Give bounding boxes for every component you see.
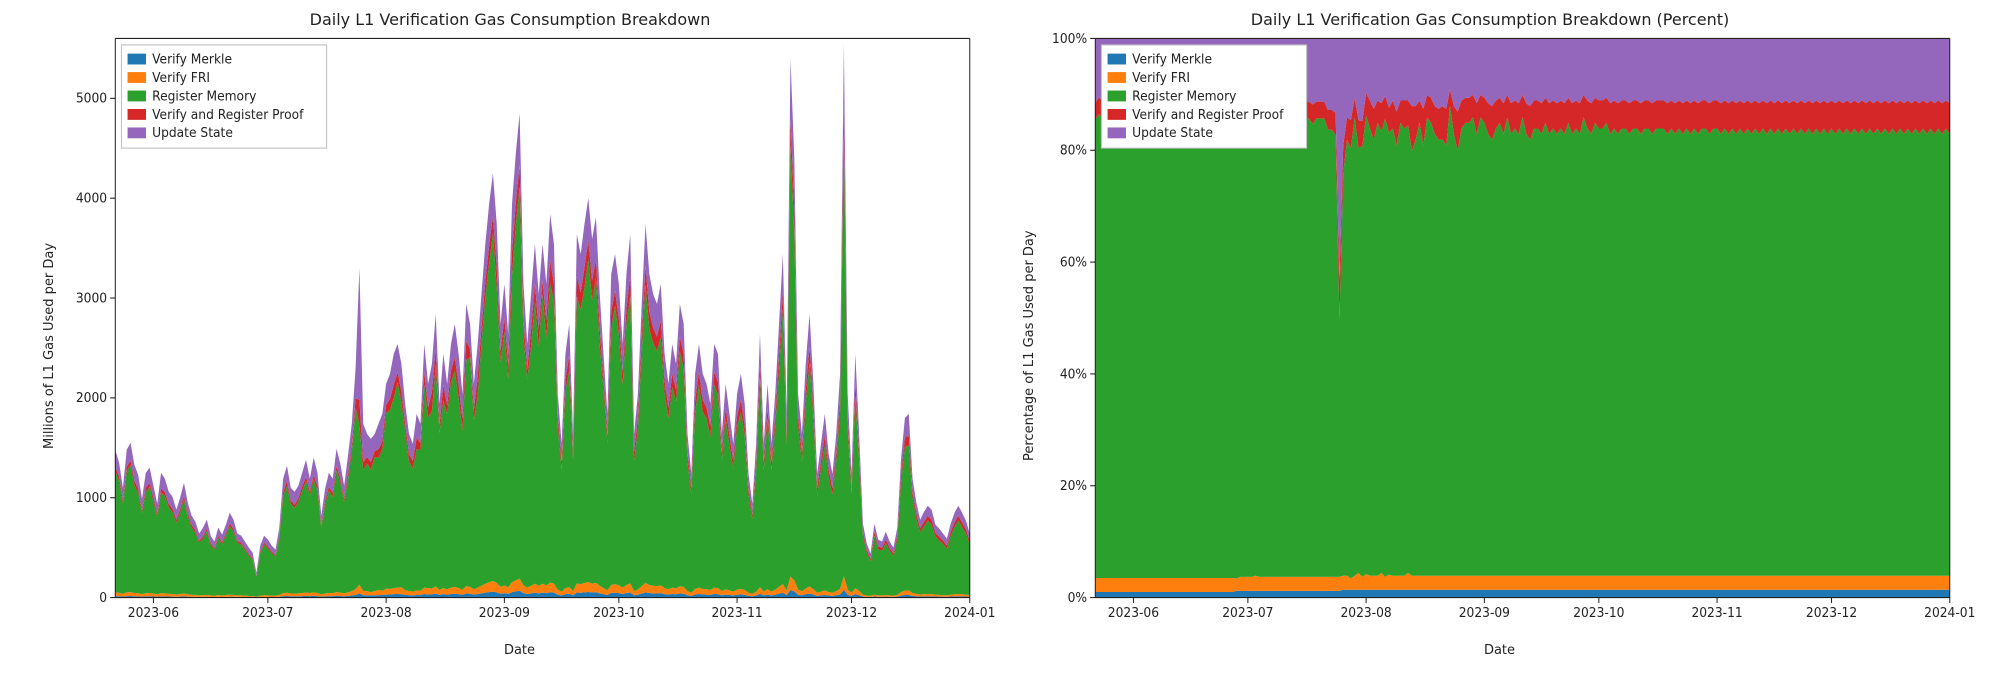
legend-swatch-verify-register-proof [128,109,146,120]
x-tick: 2023-09 [1459,598,1510,621]
svg-text:2023-09: 2023-09 [479,605,530,620]
svg-text:2023-07: 2023-07 [1222,605,1273,620]
svg-text:2023-12: 2023-12 [1806,605,1857,620]
x-tick: 2023-10 [1573,598,1624,621]
svg-text:1000: 1000 [76,490,107,505]
left-title: Daily L1 Verification Gas Consumption Br… [40,10,980,29]
svg-text:2023-08: 2023-08 [1341,605,1392,620]
x-tick: 2024-01 [944,598,995,621]
x-tick: 2023-08 [1341,598,1392,621]
legend-swatch-update-state [128,127,146,138]
svg-text:2023-06: 2023-06 [1108,605,1159,620]
right-xlabel: Date [1039,641,1960,658]
svg-text:80%: 80% [1060,142,1087,157]
svg-text:2000: 2000 [76,390,107,405]
svg-text:0: 0 [99,590,107,605]
y-tick: 0% [1068,590,1096,605]
x-tick: 2023-06 [1108,598,1159,621]
svg-text:2024-01: 2024-01 [944,605,995,620]
y-tick: 3000 [76,290,115,305]
y-tick: 100% [1052,30,1095,45]
x-tick: 2023-11 [1691,598,1742,621]
svg-text:2024-01: 2024-01 [1924,605,1975,620]
svg-text:0%: 0% [1068,590,1087,605]
svg-text:2023-11: 2023-11 [711,605,762,620]
legend-swatch-register-memory [128,91,146,102]
left-subplot: Daily L1 Verification Gas Consumption Br… [20,10,1000,658]
left-ylabel: Millions of L1 Gas Used per Day [40,33,59,658]
svg-text:2023-10: 2023-10 [593,605,644,620]
svg-text:2023-10: 2023-10 [1573,605,1624,620]
svg-text:5000: 5000 [76,90,107,105]
y-tick: 40% [1060,366,1095,381]
svg-text:4000: 4000 [76,190,107,205]
legend-swatch-verify-fri [128,72,146,83]
x-tick: 2023-11 [711,598,762,621]
right-title: Daily L1 Verification Gas Consumption Br… [1020,10,1960,29]
legend: Verify Merkle Verify FRI Register Memory Ve… [121,45,326,148]
legend-label: Verify FRI [152,70,210,85]
x-tick: 2023-08 [361,598,412,621]
svg-text:3000: 3000 [76,290,107,305]
y-tick: 80% [1060,142,1095,157]
legend-label: Verify and Register Proof [152,106,304,121]
svg-text:60%: 60% [1060,254,1087,269]
series-register-memory [1095,106,1949,578]
svg-text:2023-12: 2023-12 [826,605,877,620]
x-tick: 2024-01 [1924,598,1975,621]
x-tick: 2023-12 [1806,598,1857,621]
svg-text:2023-08: 2023-08 [361,605,412,620]
y-tick: 5000 [76,90,115,105]
series-register-memory [115,133,969,597]
x-tick: 2023-09 [479,598,530,621]
y-tick: 60% [1060,254,1095,269]
x-tick: 2023-07 [1222,598,1273,621]
svg-text:2023-09: 2023-09 [1459,605,1510,620]
legend-label: Register Memory [152,88,257,103]
svg-text:100%: 100% [1052,30,1087,45]
x-tick: 2023-06 [128,598,179,621]
x-tick: 2023-12 [826,598,877,621]
svg-text:2023-11: 2023-11 [1691,605,1742,620]
x-tick: 2023-10 [593,598,644,621]
svg-text:40%: 40% [1060,366,1087,381]
svg-text:2023-06: 2023-06 [128,605,179,620]
svg-text:20%: 20% [1060,478,1087,493]
right-ylabel: Percentage of L1 Gas Used per Day [1020,33,1039,658]
y-tick: 0 [99,590,115,605]
y-tick: 20% [1060,478,1095,493]
left-axes: 0 1000 2000 3000 4000 5000 2023-06 2023-07 2023-… [59,33,980,641]
y-tick: 4000 [76,190,115,205]
left-xlabel: Date [59,641,980,658]
x-tick: 2023-07 [242,598,293,621]
y-tick: 1000 [76,490,115,505]
legend-label: Verify Merkle [152,51,232,66]
y-tick: 2000 [76,390,115,405]
right-subplot: Daily L1 Verification Gas Consumption Br… [1000,10,1980,658]
svg-text:2023-07: 2023-07 [242,605,293,620]
legend-label: Update State [152,125,233,140]
legend-swatch-verify-merkle [128,54,146,65]
figure: Daily L1 Verification Gas Consumption Br… [0,0,2000,673]
right-axes: 0% 20% 40% 60% 80% 100% 2023-06 2023-07 2023-08 2… [1039,33,1960,641]
